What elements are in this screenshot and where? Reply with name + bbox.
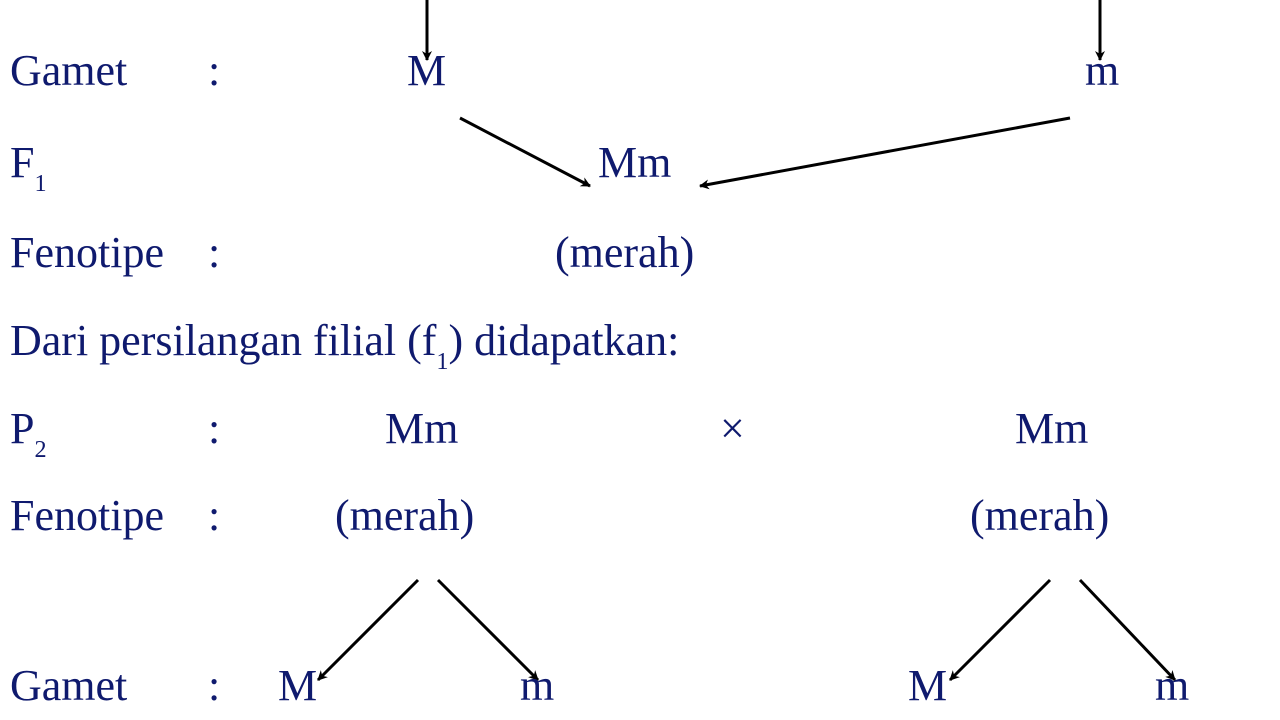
p2-right: Mm	[1015, 403, 1088, 454]
f1-genotype: Mm	[598, 137, 671, 188]
label-p2-sub: 2	[34, 436, 46, 463]
arrow	[318, 580, 418, 680]
arrow	[460, 118, 590, 186]
label-f1-letter: F	[10, 138, 34, 187]
p2-left: Mm	[385, 403, 458, 454]
diagram-root: Gamet : M m F1 Mm Fenotipe : (merah) Dar…	[0, 0, 1280, 720]
sentence-sub: 1	[436, 348, 448, 375]
cross-symbol: ×	[720, 403, 745, 454]
label-f1-sub: 1	[34, 170, 46, 197]
arrow	[700, 118, 1070, 186]
g2-left-m: m	[520, 660, 554, 711]
sentence-part1: Dari persilangan filial (f	[10, 316, 436, 365]
colon-p2: :	[208, 403, 220, 454]
label-fenotipe-1: Fenotipe	[10, 227, 164, 278]
label-f1: F1	[10, 137, 47, 192]
label-fenotipe-2: Fenotipe	[10, 490, 164, 541]
arrow	[950, 580, 1050, 680]
label-gamet-2: Gamet	[10, 660, 127, 711]
colon-gamet-2: :	[208, 660, 220, 711]
colon-gamet: :	[208, 45, 220, 96]
label-p2: P2	[10, 403, 47, 458]
g2-right-m: m	[1155, 660, 1189, 711]
label-gamet: Gamet	[10, 45, 127, 96]
g2-right-M: M	[908, 660, 947, 711]
p2-pheno-right: (merah)	[970, 490, 1109, 541]
sentence: Dari persilangan filial (f1) didapatkan:	[10, 315, 679, 370]
f1-phenotype: (merah)	[555, 227, 694, 278]
colon-fenotipe-1: :	[208, 227, 220, 278]
p2-pheno-left: (merah)	[335, 490, 474, 541]
gamete-left: M	[407, 45, 446, 96]
colon-fenotipe-2: :	[208, 490, 220, 541]
sentence-part2: ) didapatkan:	[448, 316, 679, 365]
g2-left-M: M	[278, 660, 317, 711]
gamete-right: m	[1085, 45, 1119, 96]
label-p2-letter: P	[10, 404, 34, 453]
